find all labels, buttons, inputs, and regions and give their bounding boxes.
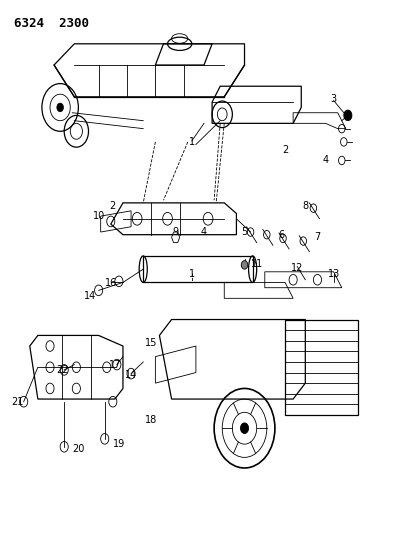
Text: 3: 3 [330,94,337,104]
Text: 4: 4 [322,156,328,165]
Text: 12: 12 [291,263,304,272]
Text: 11: 11 [251,259,263,269]
Text: 15: 15 [145,338,157,349]
Text: 2: 2 [110,200,116,211]
Text: 4: 4 [201,227,207,237]
Text: 22: 22 [56,365,69,375]
Text: 8: 8 [302,200,308,211]
Text: 14: 14 [84,290,97,301]
Text: 6: 6 [278,230,284,240]
Text: 20: 20 [72,445,84,455]
Text: 10: 10 [93,211,105,221]
Text: 2: 2 [282,145,288,155]
Text: 5: 5 [242,227,248,237]
Text: 17: 17 [109,360,121,369]
Text: 7: 7 [314,232,321,243]
Text: 19: 19 [113,439,125,449]
Circle shape [57,103,63,112]
Text: 16: 16 [105,278,117,288]
Circle shape [240,423,248,433]
Text: 13: 13 [328,270,340,279]
Text: 1: 1 [189,137,195,147]
Text: 9: 9 [173,227,179,237]
Circle shape [344,110,352,120]
Circle shape [241,261,248,269]
Text: 6324  2300: 6324 2300 [13,17,89,30]
Text: 21: 21 [11,397,24,407]
Text: 18: 18 [145,415,157,425]
Text: 1: 1 [189,270,195,279]
Text: 14: 14 [125,370,137,380]
